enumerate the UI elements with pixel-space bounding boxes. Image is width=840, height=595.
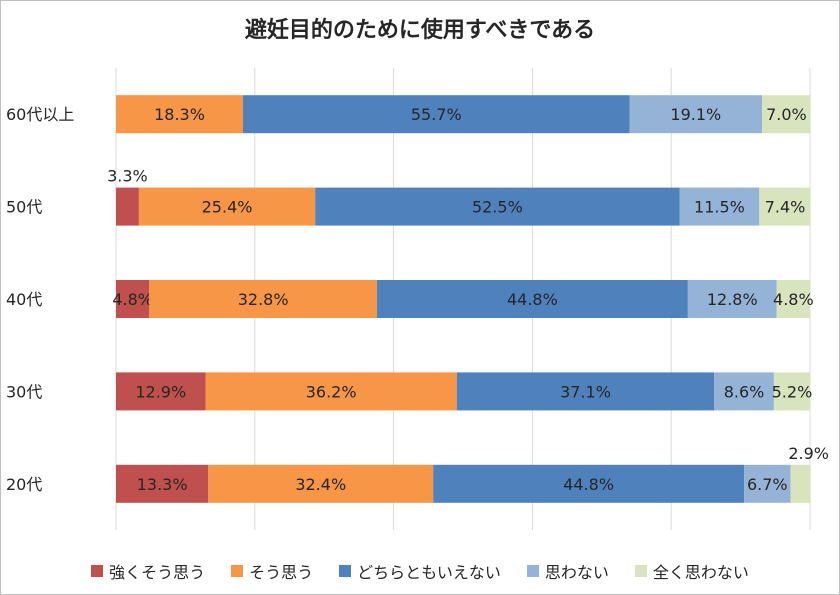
- data-label: 32.8%: [238, 290, 289, 309]
- data-label: 18.3%: [154, 105, 205, 124]
- bar-segment: [759, 187, 811, 226]
- data-label: 52.5%: [472, 198, 523, 217]
- chart-legend: 強くそう思う そう思う どちらともいえない 思わない 全く思わない: [0, 556, 840, 586]
- bar-segment: [315, 187, 680, 226]
- bar-segment: [629, 95, 763, 134]
- data-label: 3.3%: [107, 167, 148, 186]
- bar-segment: [773, 372, 810, 411]
- category-label: 30代: [6, 382, 42, 401]
- bar-segment: [679, 187, 760, 226]
- data-label: 7.0%: [766, 105, 807, 124]
- legend-swatch: [91, 565, 104, 577]
- legend-swatch: [526, 565, 539, 577]
- data-label: 11.5%: [694, 198, 745, 217]
- bar-segment: [116, 372, 206, 411]
- data-label: 55.7%: [411, 105, 462, 124]
- legend-item: そう思う: [231, 559, 313, 583]
- data-label: 12.9%: [135, 382, 186, 401]
- bar-segment: [138, 187, 316, 226]
- category-label: 50代: [6, 198, 42, 217]
- data-label: 5.2%: [772, 382, 813, 401]
- legend-label: 思わない: [544, 563, 609, 582]
- bar-segment: [744, 464, 791, 503]
- data-label: 6.7%: [747, 475, 788, 494]
- bar-segment: [116, 187, 139, 226]
- bar-segment: [762, 95, 811, 134]
- legend-item: どちらともいえない: [339, 559, 501, 583]
- bar-segment: [116, 280, 150, 318]
- data-label: 19.1%: [670, 105, 721, 124]
- bar-segment: [205, 372, 457, 411]
- bar-segment: [714, 372, 774, 411]
- bar-segment: [776, 280, 810, 318]
- data-label: 2.9%: [788, 444, 829, 463]
- data-label: 7.4%: [765, 198, 806, 217]
- legend-label: 強くそう思う: [109, 563, 206, 582]
- bar-segment: [433, 464, 745, 503]
- bar-segment: [376, 280, 688, 318]
- legend-label: どちらともいえない: [357, 563, 501, 582]
- legend-swatch: [231, 565, 244, 577]
- data-label: 13.3%: [137, 475, 188, 494]
- category-label: 40代: [6, 290, 42, 309]
- legend-swatch: [339, 565, 352, 577]
- legend-item: 思わない: [526, 559, 609, 583]
- bar-segment: [790, 464, 811, 503]
- legend-item: 全く思わない: [634, 559, 749, 583]
- chart-title: 避妊目的のために使用すべきである: [244, 18, 596, 43]
- category-label: 20代: [6, 475, 42, 494]
- data-label: 44.8%: [507, 290, 558, 309]
- bar-segment: [116, 95, 244, 134]
- category-label: 60代以上: [6, 105, 74, 124]
- data-label: 8.6%: [724, 382, 765, 401]
- data-label: 32.4%: [295, 475, 346, 494]
- bar-segment: [208, 464, 434, 503]
- data-label: 12.8%: [707, 290, 758, 309]
- data-label: 37.1%: [560, 382, 611, 401]
- data-label: 4.8%: [112, 290, 153, 309]
- data-label: 36.2%: [306, 382, 357, 401]
- legend-item: 強くそう思う: [91, 559, 205, 583]
- data-label: 25.4%: [202, 198, 253, 217]
- bar-segment: [149, 280, 377, 318]
- bar-segment: [687, 280, 777, 318]
- bar-segment: [456, 372, 715, 411]
- legend-label: 全く思わない: [652, 563, 749, 582]
- data-label: 4.8%: [773, 290, 814, 309]
- bar-segment: [116, 464, 209, 503]
- legend-swatch: [634, 565, 647, 577]
- bar-segment: [243, 95, 630, 134]
- legend-label: そう思う: [249, 563, 314, 582]
- data-label: 44.8%: [563, 475, 614, 494]
